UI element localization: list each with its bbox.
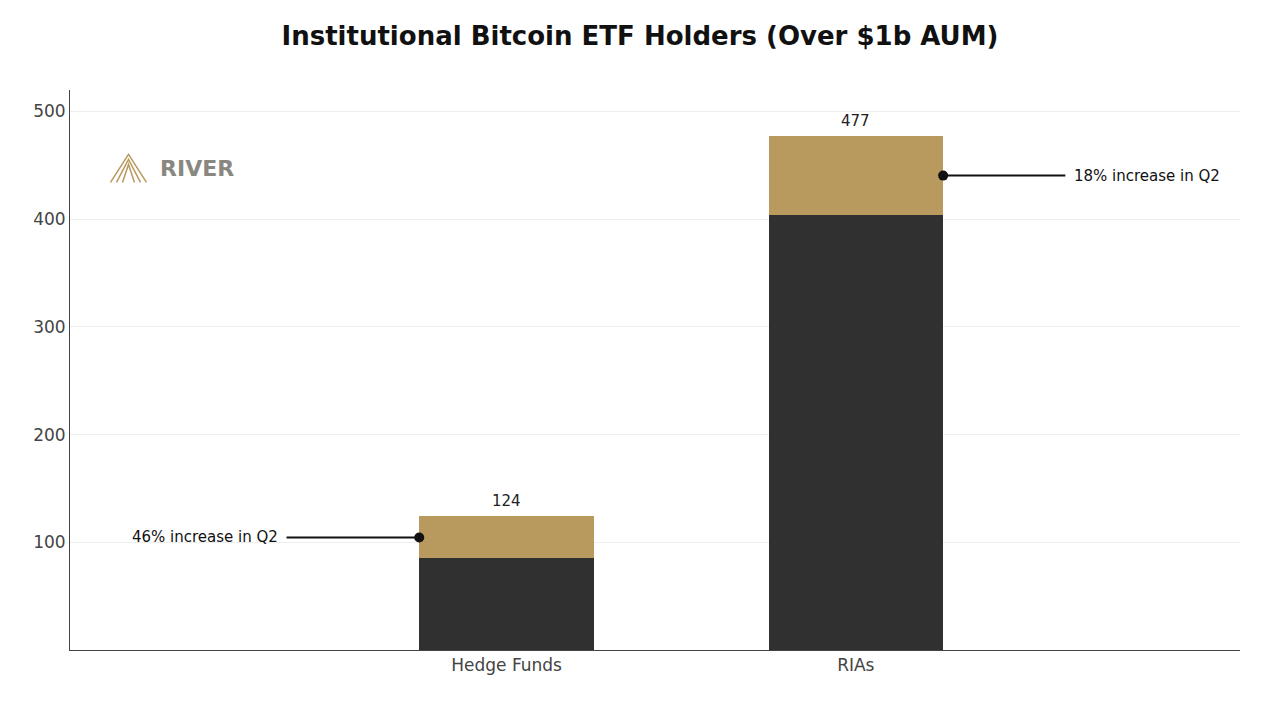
svg-text:400: 400 [33, 209, 65, 229]
svg-text:18% increase in Q2: 18% increase in Q2 [1074, 167, 1220, 185]
svg-text:RIAs: RIAs [837, 655, 874, 675]
svg-text:500: 500 [33, 101, 65, 121]
svg-text:124: 124 [492, 492, 521, 510]
svg-text:300: 300 [33, 317, 65, 337]
svg-text:Institutional Bitcoin ETF Hold: Institutional Bitcoin ETF Holders (Over … [282, 21, 999, 51]
svg-text:46% increase in Q2: 46% increase in Q2 [132, 528, 278, 546]
svg-text:RIVER: RIVER [160, 156, 234, 181]
svg-text:Hedge Funds: Hedge Funds [451, 655, 562, 675]
svg-text:100: 100 [33, 532, 65, 552]
svg-text:200: 200 [33, 425, 65, 445]
svg-text:477: 477 [841, 112, 870, 130]
